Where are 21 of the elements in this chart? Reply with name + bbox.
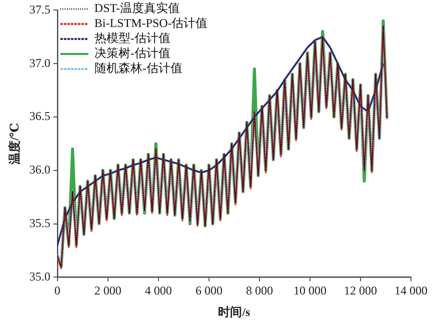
x-tick-label: 2 000: [94, 284, 122, 298]
y-axis-title: 温度/℃: [7, 122, 22, 166]
legend-label: 热模型-估计值: [94, 31, 170, 46]
legend-label: 随机森林-估计值: [94, 61, 182, 76]
y-tick-label: 36.5: [29, 109, 50, 124]
y-tick-label: 36.0: [29, 162, 50, 177]
legend-label: DST-温度真实值: [94, 1, 180, 16]
x-tick-label: 12 000: [344, 284, 377, 298]
y-tick-label: 35.0: [29, 269, 50, 284]
x-tick-label: 4 000: [144, 284, 172, 298]
x-tick-label: 8 000: [246, 284, 273, 298]
legend-label: 决策树-估计值: [94, 46, 170, 60]
legend-label: Bi-LSTM-PSO-估计值: [94, 16, 208, 30]
x-tick-label: 10 000: [293, 284, 326, 298]
y-tick-label: 35.5: [29, 216, 50, 230]
y-tick-label: 37.0: [29, 56, 50, 70]
x-tick-label: 14 000: [394, 284, 428, 298]
x-tick-label: 0: [54, 284, 60, 298]
y-tick-label: 37.5: [29, 2, 50, 16]
x-axis-title: 时间/s: [218, 304, 251, 319]
x-tick-label: 6 000: [195, 284, 222, 298]
